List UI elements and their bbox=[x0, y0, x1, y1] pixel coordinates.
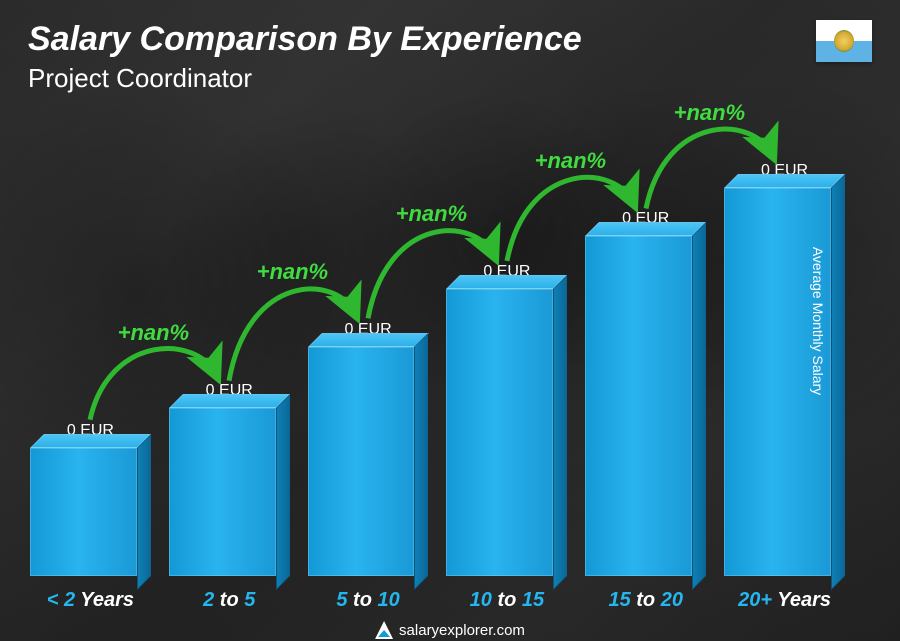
y-axis-label: Average Monthly Salary bbox=[810, 246, 826, 394]
bar-0: 0 EUR bbox=[30, 135, 151, 576]
bar-shape bbox=[724, 188, 845, 576]
x-axis: < 2 Years 2 to 5 5 to 10 10 to 15 15 to 20 20… bbox=[30, 589, 845, 621]
site-logo-icon bbox=[375, 621, 393, 639]
bar-2: 0 EUR bbox=[308, 135, 429, 576]
country-flag-icon bbox=[816, 20, 872, 62]
header: Salary Comparison By Experience Project … bbox=[28, 20, 582, 94]
chart-subtitle: Project Coordinator bbox=[28, 63, 582, 94]
bar-shape bbox=[30, 448, 151, 576]
x-axis-label: 2 to 5 bbox=[169, 589, 290, 621]
bar-shape bbox=[446, 289, 567, 576]
bar-shape bbox=[169, 408, 290, 576]
x-axis-label: 5 to 10 bbox=[308, 589, 429, 621]
bar-5: 0 EUR bbox=[724, 135, 845, 576]
x-axis-label: < 2 Years bbox=[30, 589, 151, 621]
bar-shape bbox=[308, 347, 429, 576]
infographic-canvas: Salary Comparison By Experience Project … bbox=[0, 0, 900, 641]
bar-shape bbox=[585, 236, 706, 576]
bar-4: 0 EUR bbox=[585, 135, 706, 576]
bar-chart: 0 EUR0 EUR0 EUR0 EUR0 EUR0 EUR+nan%+nan%… bbox=[30, 135, 845, 576]
bar-1: 0 EUR bbox=[169, 135, 290, 576]
svg-text:+nan%: +nan% bbox=[673, 100, 745, 125]
footer: salaryexplorer.com bbox=[0, 621, 900, 639]
footer-text: salaryexplorer.com bbox=[399, 622, 525, 639]
x-axis-label: 10 to 15 bbox=[446, 589, 567, 621]
x-axis-label: 15 to 20 bbox=[585, 589, 706, 621]
x-axis-label: 20+ Years bbox=[724, 589, 845, 621]
bar-3: 0 EUR bbox=[446, 135, 567, 576]
chart-title: Salary Comparison By Experience bbox=[28, 20, 582, 59]
